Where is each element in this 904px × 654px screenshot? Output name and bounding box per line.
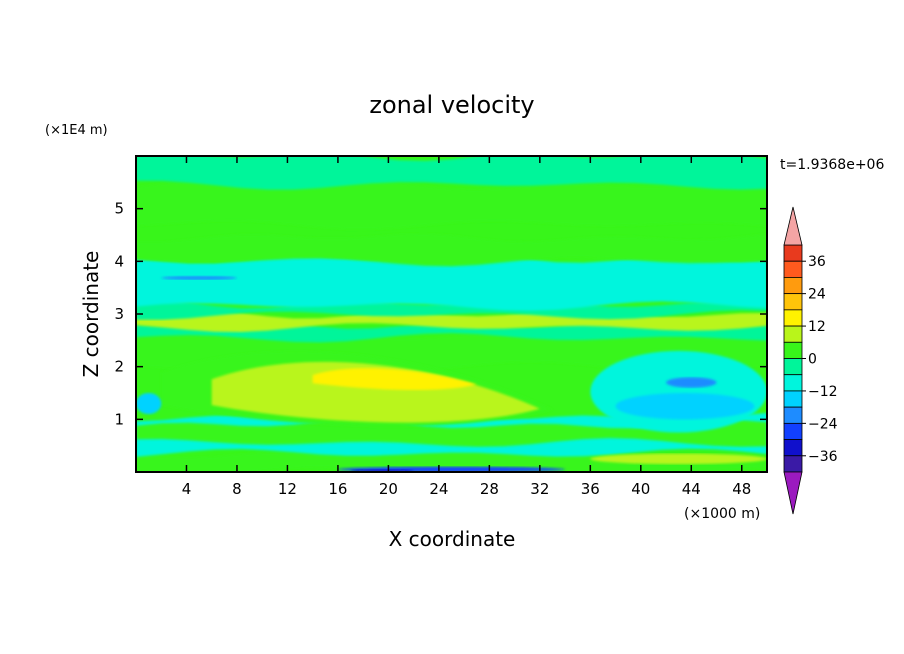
contour-band-teal-band: [136, 298, 767, 320]
y-scale-label: (×1E4 m): [45, 123, 108, 138]
x-tick-label: 40: [631, 480, 650, 498]
colorbar-tick-label: −36: [808, 449, 838, 465]
colorbar-tick-label: 36: [808, 254, 826, 270]
colorbar-swatch: [783, 406, 803, 424]
contour-band-upper-green-layer: [136, 233, 767, 267]
x-tick-label: 48: [732, 480, 751, 498]
x-axis-label: X coordinate: [389, 527, 516, 551]
colorbar-swatch: [783, 439, 803, 457]
x-tick-label: 32: [530, 480, 549, 498]
colorbar-swatch: [783, 309, 803, 327]
chart-title: zonal velocity: [369, 91, 534, 119]
colorbar-swatch: [783, 325, 803, 343]
colorbar-under-arrow: [783, 471, 803, 515]
contour-feature-right-lower-light-pocket: [615, 392, 755, 420]
contour-feature-right-yellow-streak: [590, 453, 767, 465]
x-tick-label: 12: [278, 480, 297, 498]
colorbar-swatch: [783, 277, 803, 295]
contour-feature-right-cyan-pocket: [590, 350, 767, 433]
colorbar-swatch: [783, 244, 803, 262]
x-tick-label: 24: [429, 480, 448, 498]
contour-feature-left-cyan-pocket: [136, 392, 162, 415]
y-tick-label: 3: [114, 305, 124, 323]
colorbar-swatch: [783, 455, 803, 473]
colorbar: 36 24 12 0 −12 −24 −36: [783, 206, 838, 515]
colorbar-swatch: [783, 374, 803, 392]
contour-feature-jet-light-green-core: [211, 361, 540, 423]
colorbar-swatch: [783, 260, 803, 278]
colorbar-swatch: [783, 358, 803, 376]
contour-band-upper-cyan-layer: [136, 254, 767, 311]
colorbar-tick-label: −24: [808, 416, 838, 432]
colorbar-tick-label: 24: [808, 287, 826, 303]
y-tick-label: 5: [114, 200, 124, 218]
x-tick-label: 36: [581, 480, 600, 498]
x-tick-label: 44: [682, 480, 701, 498]
contour-band-low-level-green-layer: [136, 419, 767, 447]
x-scale-label: (×1000 m): [684, 506, 760, 522]
colorbar-over-arrow: [783, 206, 803, 246]
contour-feature-right-blue-spot: [666, 377, 717, 388]
time-label: t=1.9368e+06: [780, 157, 884, 173]
x-tick-label: 20: [379, 480, 398, 498]
colorbar-swatch: [783, 422, 803, 440]
colorbar-swatch: [783, 293, 803, 311]
colorbar-tick-label: 0: [808, 352, 817, 368]
x-tick-label: 16: [328, 480, 347, 498]
y-tick-label: 1: [114, 410, 124, 428]
colorbar-swatch: [783, 390, 803, 408]
y-tick-label: 4: [114, 252, 124, 270]
colorbar-tick-label: 12: [808, 319, 826, 335]
y-tick-label: 2: [114, 358, 124, 376]
contour-band-green-layer: [136, 180, 767, 230]
contour-feature-jet-yellow-core: [312, 368, 477, 391]
x-tick-label: 8: [232, 480, 242, 498]
contour-band-top-teal-layer: [136, 156, 767, 190]
colorbar-swatch: [783, 341, 803, 359]
x-tick-label: 28: [480, 480, 499, 498]
x-tick-label: 4: [182, 480, 192, 498]
contour-feature-upper-blue-streak: [161, 276, 237, 280]
colorbar-tick-label: −12: [808, 384, 838, 400]
y-axis-label: Z coordinate: [79, 251, 103, 378]
